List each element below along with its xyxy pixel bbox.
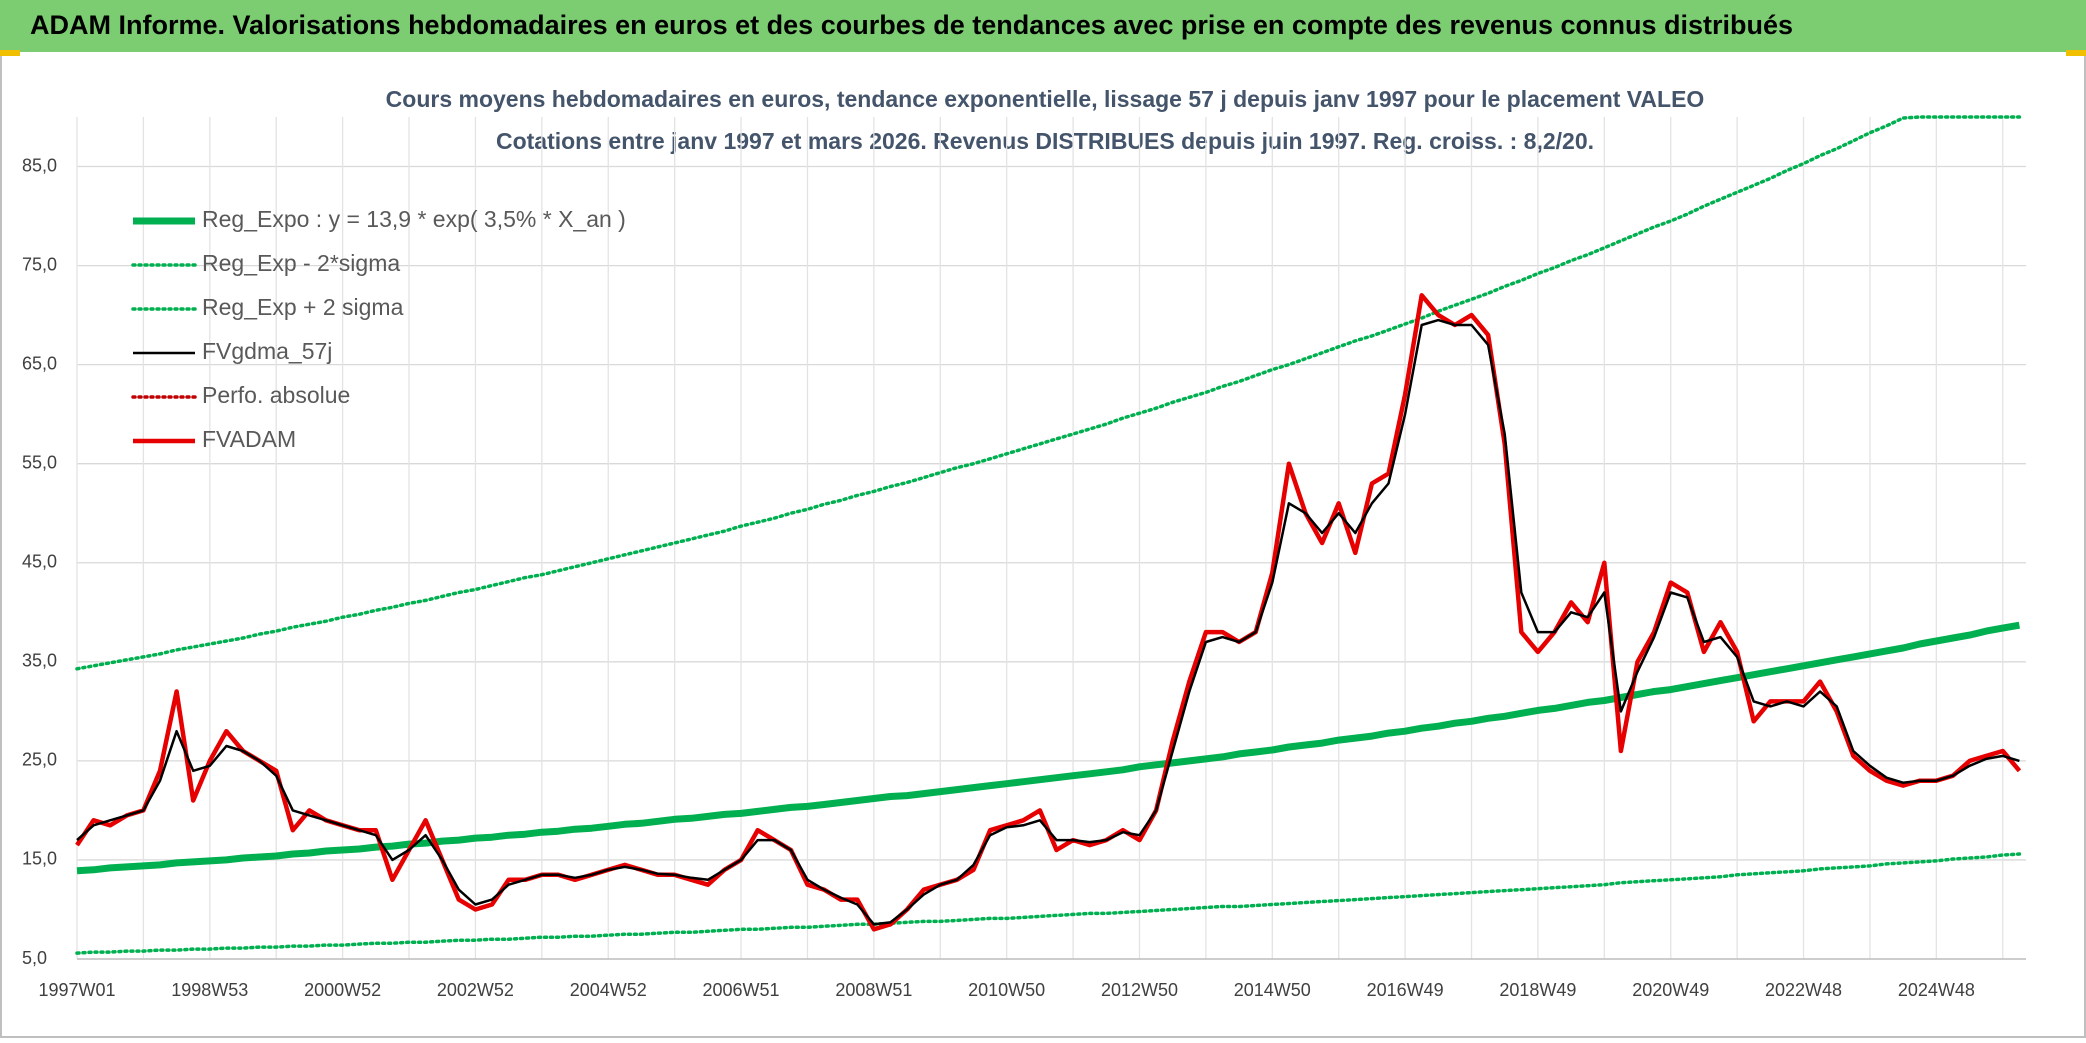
x-tick-label: 2010W50 [968,980,1045,1000]
corner-right [2066,50,2086,56]
y-tick-label: 5,0 [22,948,47,968]
legend-label: Reg_Exp - 2*sigma [202,250,400,276]
x-tick-label: 2018W49 [1499,980,1576,1000]
series-line [76,318,2020,926]
x-tick-label: 2020W49 [1632,980,1709,1000]
x-tick-label: 1998W53 [171,980,248,1000]
x-tick-label: 2000W52 [304,980,381,1000]
legend: Reg_Expo : y = 13,9 * exp( 3,5% * X_an )… [131,206,626,452]
legend-label: FVADAM [202,426,296,452]
y-tick-label: 15,0 [22,849,57,869]
x-tick-label: 2016W49 [1367,980,1444,1000]
y-tick-label: 45,0 [22,552,57,572]
y-tick-label: 65,0 [22,353,57,373]
y-tick-label: 55,0 [22,452,57,472]
x-tick-label: 2022W48 [1765,980,1842,1000]
y-tick-label: 75,0 [22,254,57,274]
axes: 5,0 15,0 25,0 35,0 45,0 55,0 65,0 75,0 85,0 1997W… [22,155,2026,1000]
x-tick-label: 2002W52 [437,980,514,1000]
y-tick-label: 35,0 [22,651,57,671]
series-line [76,621,2021,875]
series-line [75,852,2022,955]
plot [75,115,2022,955]
series-line [75,115,2022,671]
x-tick-label: 2004W52 [570,980,647,1000]
corner-left [0,50,20,56]
header-title: ADAM Informe. Valorisations hebdomadaire… [30,10,1793,40]
legend-label: Reg_Expo : y = 13,9 * exp( 3,5% * X_an ) [202,206,626,232]
header-bar [0,0,2086,52]
y-tick-label: 25,0 [22,750,57,770]
x-tick-label: 1997W01 [38,980,115,1000]
chart-subtitle: Cotations entre janv 1997 et mars 2026. … [496,128,1594,154]
x-tick-label: 2012W50 [1101,980,1178,1000]
legend-label: Reg_Exp + 2 sigma [202,294,404,320]
legend-label: Perfo. absolue [202,382,350,408]
chart-title: Cours moyens hebdomadaires en euros, ten… [386,86,1705,112]
x-tick-label: 2006W51 [703,980,780,1000]
x-tick-label: 2014W50 [1234,980,1311,1000]
y-tick-label: 85,0 [22,155,57,175]
x-tick-label: 2024W48 [1898,980,1975,1000]
x-tick-label: 2008W51 [835,980,912,1000]
legend-label: FVgdma_57j [202,338,332,364]
